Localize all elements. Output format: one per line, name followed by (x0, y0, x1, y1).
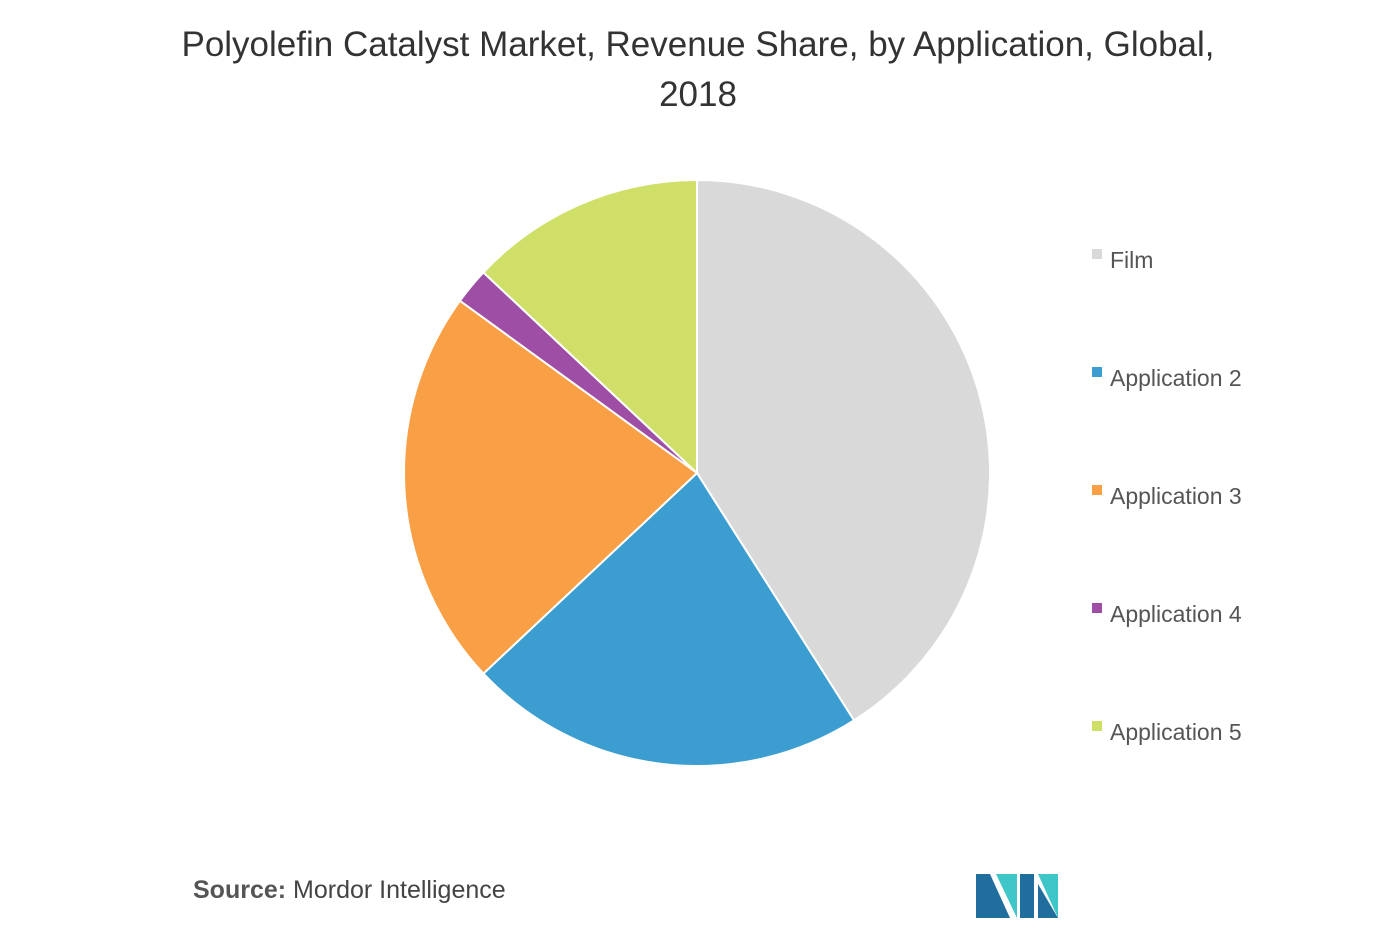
legend-swatch (1092, 603, 1102, 613)
legend-label: Application 3 (1110, 483, 1242, 509)
source: Source: Mordor Intelligence (193, 876, 506, 905)
source-text: Mordor Intelligence (293, 876, 506, 904)
legend-swatch (1092, 367, 1102, 377)
legend-swatch (1092, 249, 1102, 259)
pie-slice (696, 178, 991, 722)
pie-slice (481, 471, 856, 767)
source-label: Source: (193, 876, 287, 904)
logo (976, 874, 1058, 918)
legend-swatch (1092, 721, 1102, 731)
legend-swatch (1092, 485, 1102, 495)
legend-label: Application 5 (1110, 719, 1242, 745)
pie-slice (481, 178, 698, 476)
pie-slice (403, 299, 699, 675)
chart-title: Polyolefin Catalyst Market, Revenue Shar… (181, 25, 1215, 114)
legend-label: Application 2 (1110, 365, 1242, 391)
legend-label: Application 4 (1110, 601, 1242, 627)
legend-label: Film (1110, 247, 1153, 273)
